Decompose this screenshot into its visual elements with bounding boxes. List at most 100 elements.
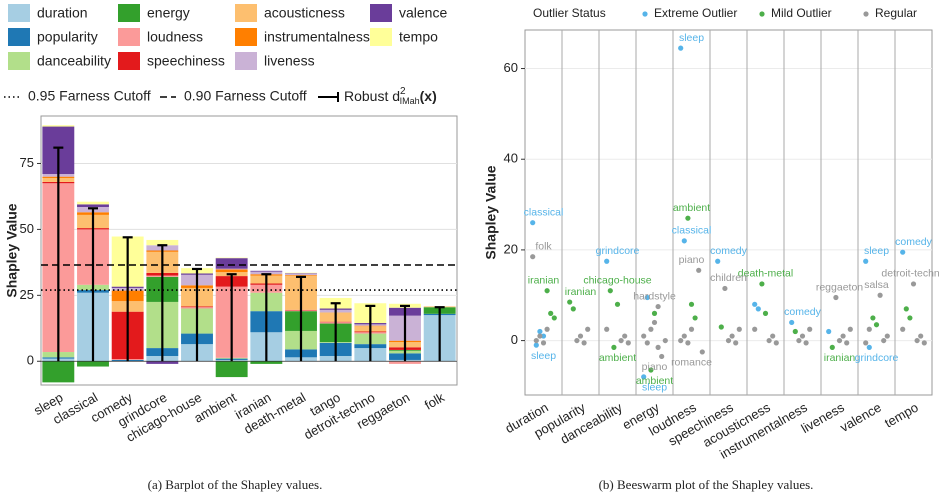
point	[863, 258, 869, 264]
point-label: children	[710, 272, 747, 284]
point-label: grindcore	[855, 352, 899, 364]
bar-segment	[146, 239, 179, 246]
point-label: iranian	[824, 352, 856, 364]
legend-label: liveness	[264, 53, 315, 69]
point	[678, 45, 684, 51]
point	[611, 344, 617, 350]
legend-swatch	[235, 52, 257, 70]
point	[651, 319, 658, 326]
point-label: ambient	[599, 352, 636, 364]
legend-label: duration	[37, 5, 88, 21]
point	[607, 288, 613, 294]
point-label: death-metal	[738, 268, 793, 280]
legend-swatch	[118, 4, 140, 22]
point	[752, 326, 758, 332]
bar-segment	[215, 269, 248, 273]
point	[622, 333, 628, 339]
point	[826, 328, 832, 335]
legend-label: Robust d2 IMah(x)	[344, 86, 437, 107]
x-tick-label: valence	[837, 400, 883, 435]
y-tick-label: 0	[511, 332, 518, 347]
x-tick-label: tempo	[882, 400, 921, 431]
point	[807, 326, 813, 332]
point	[847, 326, 853, 332]
legend-label: danceability	[37, 53, 111, 69]
point	[903, 306, 909, 312]
x-tick-label: folk	[422, 389, 447, 412]
point	[877, 292, 883, 298]
bar-segment	[215, 361, 248, 378]
legend-label: tempo	[399, 29, 438, 45]
legend-label: Extreme Outlier	[654, 6, 737, 20]
point-label: iranian	[565, 286, 597, 298]
point	[759, 281, 765, 287]
point	[884, 333, 890, 339]
point-label: piano	[679, 254, 705, 266]
y-axis-title: Shapley Value	[483, 165, 499, 259]
point	[770, 333, 776, 339]
point	[866, 344, 872, 350]
point-label: iranian	[528, 274, 560, 286]
legend-swatch	[235, 28, 257, 46]
legend-label: 0.95 Farness Cutoff	[28, 88, 151, 104]
point	[733, 340, 739, 346]
point	[755, 306, 761, 312]
point	[836, 337, 843, 344]
point	[900, 326, 906, 332]
bar-segment	[250, 361, 283, 364]
point	[655, 303, 661, 310]
point	[692, 315, 698, 321]
point	[803, 340, 809, 346]
point	[530, 254, 536, 260]
point	[866, 326, 872, 332]
point-label: sleep	[531, 350, 556, 362]
point	[773, 340, 779, 346]
point-label: ambient	[673, 202, 710, 214]
bar-segment	[250, 270, 283, 272]
point-label: salsa	[864, 279, 889, 291]
point	[840, 333, 846, 339]
point	[718, 324, 724, 330]
point-label: romance	[671, 357, 712, 369]
point	[678, 337, 684, 344]
bar-segment	[215, 257, 248, 259]
point	[881, 337, 887, 344]
legend-label: loudness	[147, 29, 203, 45]
point	[540, 333, 547, 339]
point	[533, 337, 539, 344]
point	[655, 344, 661, 350]
y-tick-label: 20	[504, 241, 518, 256]
legend-title: Outlier Status	[533, 6, 606, 20]
point-label: comedy	[710, 245, 748, 257]
point	[574, 337, 580, 344]
point-label: classical	[672, 225, 712, 237]
legend-label: speechiness	[147, 53, 225, 69]
point	[648, 367, 654, 373]
bar-segment	[77, 201, 109, 205]
bar-segment	[42, 125, 75, 127]
y-tick-label: 60	[504, 60, 518, 75]
point	[688, 301, 695, 307]
legend-swatch	[8, 4, 30, 22]
bar-segment	[215, 258, 248, 269]
point	[641, 374, 647, 380]
point	[614, 301, 621, 307]
point-label: comedy	[895, 236, 933, 248]
point	[625, 340, 631, 346]
legend-key	[863, 11, 869, 17]
point	[789, 319, 795, 326]
point	[799, 333, 806, 339]
point	[796, 337, 802, 344]
legend-swatch	[8, 28, 30, 46]
point	[715, 258, 721, 264]
point	[900, 249, 906, 255]
legend-label: Mild Outlier	[771, 6, 832, 20]
point-label: sleep	[864, 245, 889, 257]
point	[681, 333, 687, 339]
point	[537, 328, 543, 335]
caption: (a) Barplot of the Shapley values.	[148, 477, 323, 492]
point	[659, 353, 665, 360]
point	[907, 315, 913, 321]
point	[544, 326, 550, 332]
